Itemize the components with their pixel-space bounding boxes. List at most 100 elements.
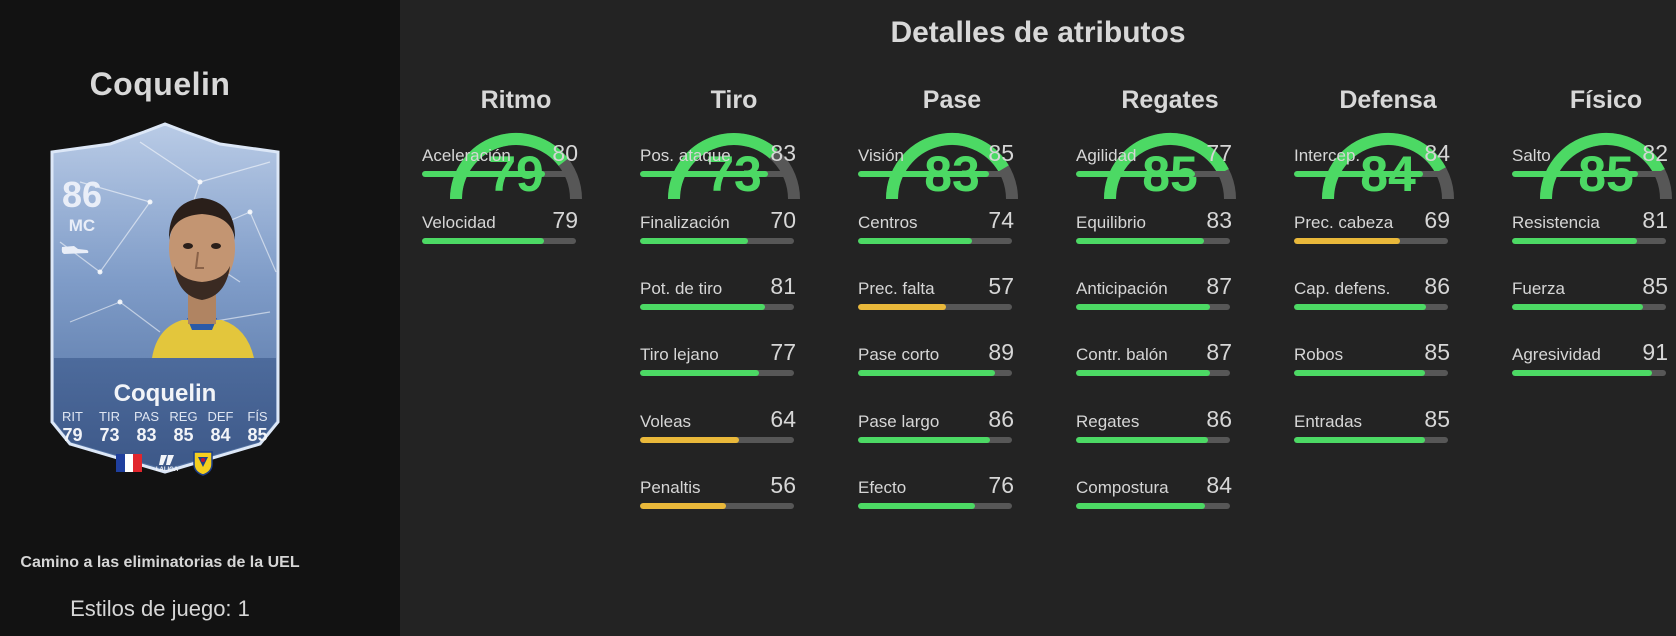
attribute-name: Agresividad xyxy=(1512,345,1601,364)
card-stat-label: RIT xyxy=(62,409,83,424)
attribute-bar xyxy=(858,370,1012,376)
attribute-bar xyxy=(1294,171,1448,177)
attribute-row[interactable]: Regates 86 xyxy=(1076,406,1232,443)
attribute-row[interactable]: Fuerza 85 xyxy=(1512,273,1668,310)
card-stat-value: 73 xyxy=(99,425,120,445)
attribute-bar xyxy=(858,503,1012,509)
attribute-value: 84 xyxy=(1206,472,1232,498)
promo-title: Camino a las eliminatorias de la UEL xyxy=(20,554,300,571)
card-stat-label: PAS xyxy=(133,409,160,424)
attribute-bar-fill xyxy=(422,171,546,177)
attribute-value: 85 xyxy=(1424,406,1450,432)
attribute-name: Pot. de tiro xyxy=(640,279,723,298)
attribute-row[interactable]: Voleas 64 xyxy=(640,406,796,443)
attribute-name: Entradas xyxy=(1294,412,1363,431)
category-name: Tiro xyxy=(710,86,758,114)
attribute-name: Velocidad xyxy=(422,213,496,232)
card-stat-label: DEF xyxy=(207,409,234,424)
attribute-row[interactable]: Agilidad 77 xyxy=(1076,140,1232,177)
attribute-row[interactable]: Centros 74 xyxy=(858,207,1014,244)
attribute-row[interactable]: Visión 85 xyxy=(858,140,1014,177)
attribute-bar-fill xyxy=(858,304,946,310)
attribute-bar-fill xyxy=(1076,171,1195,177)
attribute-name: Prec. falta xyxy=(858,279,935,298)
attribute-row[interactable]: Pase corto 89 xyxy=(858,339,1014,376)
attribute-bar xyxy=(858,171,1012,177)
attribute-row[interactable]: Aceleración 80 xyxy=(422,140,578,177)
attribute-row[interactable]: Resistencia 81 xyxy=(1512,207,1668,244)
attribute-row[interactable]: Velocidad 79 xyxy=(422,207,578,244)
attribute-row[interactable]: Finalización 70 xyxy=(640,207,796,244)
card-player-name: Coquelin xyxy=(113,380,217,407)
attribute-bar-fill xyxy=(1512,238,1637,244)
attribute-bar xyxy=(640,238,794,244)
player-panel: Coquelin xyxy=(0,0,400,636)
attribute-row[interactable]: Salto 82 xyxy=(1512,140,1668,177)
attribute-bar xyxy=(640,370,794,376)
attribute-value: 86 xyxy=(988,406,1014,432)
attribute-row[interactable]: Tiro lejano 77 xyxy=(640,339,796,376)
attribute-value: 86 xyxy=(1206,406,1232,432)
attribute-name: Salto xyxy=(1512,146,1551,165)
attribute-name: Visión xyxy=(858,146,904,165)
boot-icon xyxy=(61,246,89,254)
attribute-row[interactable]: Prec. cabeza 69 xyxy=(1294,207,1450,244)
card-stat-value: 85 xyxy=(173,425,194,445)
attribute-value: 89 xyxy=(988,339,1014,365)
attribute-row[interactable]: Anticipación 87 xyxy=(1076,273,1232,310)
attribute-value: 85 xyxy=(1424,339,1450,365)
attribute-bar-fill xyxy=(858,437,991,443)
attribute-row[interactable]: Penaltis 56 xyxy=(640,472,796,509)
category-name: Defensa xyxy=(1339,86,1437,114)
attribute-name: Voleas xyxy=(640,412,692,431)
attribute-value: 77 xyxy=(1206,140,1232,166)
attribute-row[interactable]: Pos. ataque 83 xyxy=(640,140,796,177)
attribute-row[interactable]: Agresividad 91 xyxy=(1512,339,1668,376)
attribute-bar-fill xyxy=(1294,437,1425,443)
card-rating: 86 xyxy=(61,174,103,215)
attribute-bar xyxy=(422,238,576,244)
attribute-row[interactable]: Cap. defens. 86 xyxy=(1294,273,1450,310)
player-card[interactable]: 86 MC Coquelin RIT TIR PAS REG DEF FÍS 7… xyxy=(40,122,290,494)
attribute-bar xyxy=(1294,370,1448,376)
attribute-value: 80 xyxy=(552,140,578,166)
attribute-bar xyxy=(640,503,794,509)
attribute-name: Pase largo xyxy=(858,412,940,431)
attribute-row[interactable]: Robos 85 xyxy=(1294,339,1450,376)
player-name: Coquelin xyxy=(89,66,231,102)
attribute-bar-fill xyxy=(640,370,759,376)
attribute-row[interactable]: Contr. balón 87 xyxy=(1076,339,1232,376)
attribute-value: 81 xyxy=(770,273,796,299)
attribute-row[interactable]: Entradas 85 xyxy=(1294,406,1450,443)
attribute-bar xyxy=(858,238,1012,244)
attribute-value: 85 xyxy=(1642,273,1668,299)
attribute-value: 79 xyxy=(552,207,578,233)
attribute-name: Efecto xyxy=(858,478,907,497)
attribute-bar-fill xyxy=(1294,238,1401,244)
attribute-name: Anticipación xyxy=(1076,279,1168,298)
card-stat-label: TIR xyxy=(99,409,120,424)
attribute-name: Equilibrio xyxy=(1076,213,1146,232)
attribute-row[interactable]: Pot. de tiro 81 xyxy=(640,273,796,310)
attribute-row[interactable]: Intercep. 84 xyxy=(1294,140,1450,177)
playstyles-count[interactable]: Estilos de juego: 1 xyxy=(70,596,250,621)
attribute-row[interactable]: Efecto 76 xyxy=(858,472,1014,509)
villarreal-crest-icon xyxy=(193,451,213,476)
attribute-bar-fill xyxy=(858,370,996,376)
attribute-bar xyxy=(1512,304,1666,310)
attribute-value: 57 xyxy=(988,273,1014,299)
attributes-panel: Detalles de atributos Ritmo 79 Tiro 73 Pase 8… xyxy=(400,0,1676,636)
attribute-bar-fill xyxy=(1294,171,1424,177)
attribute-bar-fill xyxy=(1294,370,1425,376)
attribute-row[interactable]: Compostura 84 xyxy=(1076,472,1232,509)
attribute-value: 74 xyxy=(988,207,1014,233)
gauge-fill xyxy=(1322,133,1446,200)
attribute-row[interactable]: Equilibrio 83 xyxy=(1076,207,1232,244)
attribute-name: Compostura xyxy=(1076,478,1169,497)
attribute-name: Fuerza xyxy=(1512,279,1565,298)
attribute-bar xyxy=(640,304,794,310)
attribute-bar xyxy=(1076,370,1230,376)
attribute-bar-fill xyxy=(640,437,739,443)
attribute-row[interactable]: Prec. falta 57 xyxy=(858,273,1014,310)
attribute-row[interactable]: Pase largo 86 xyxy=(858,406,1014,443)
